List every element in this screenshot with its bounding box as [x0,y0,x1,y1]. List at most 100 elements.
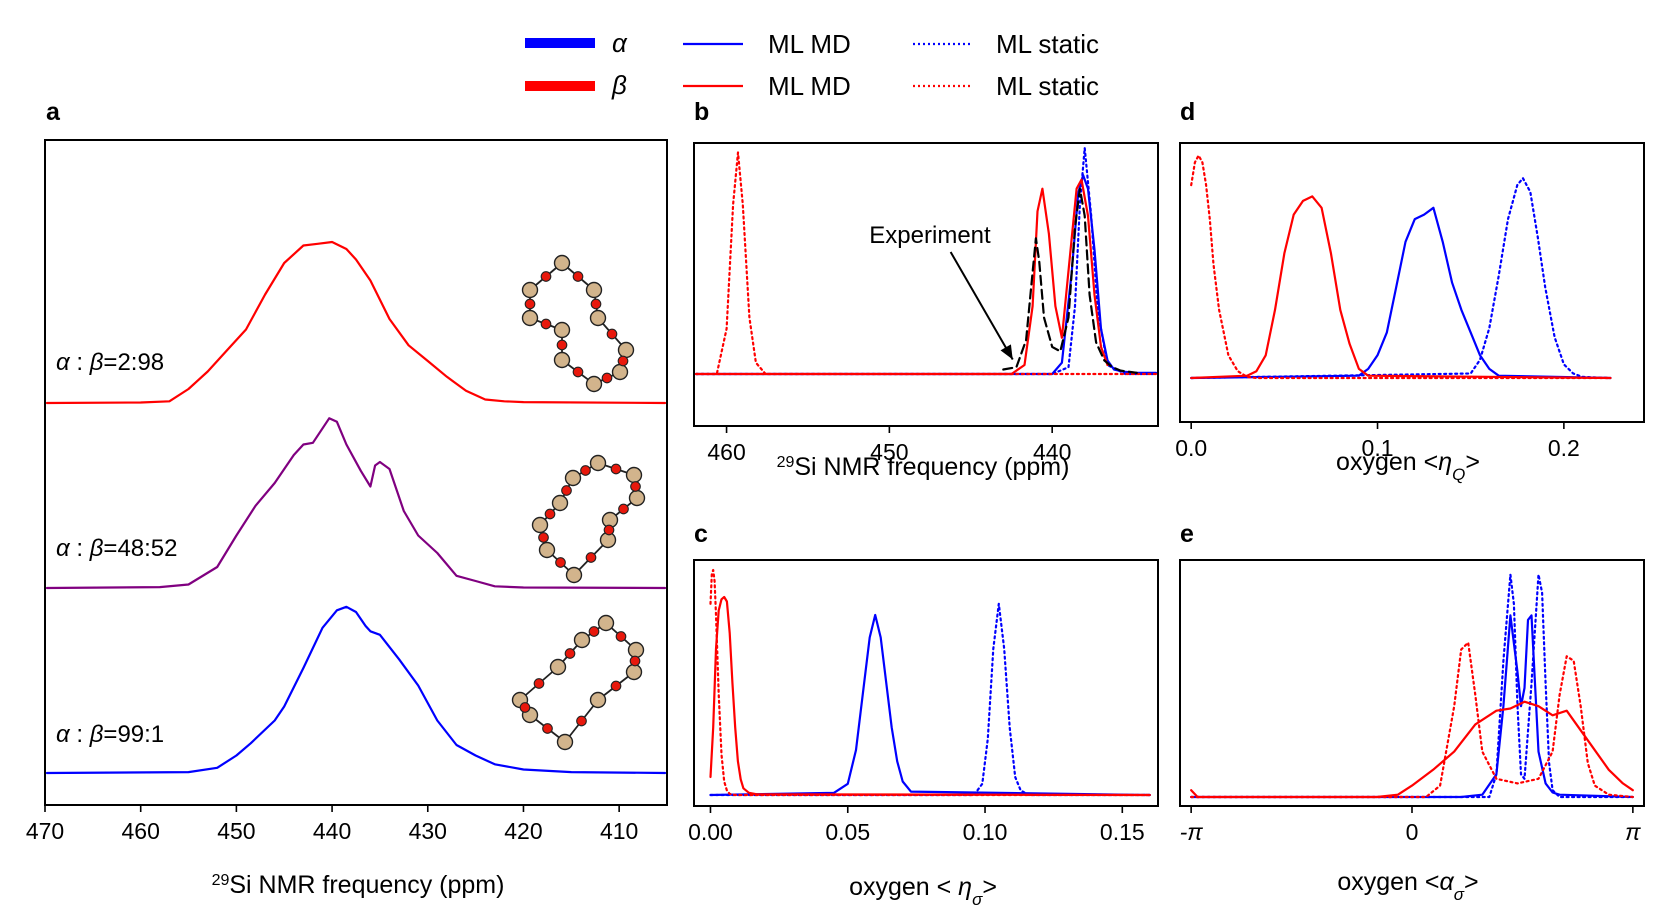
panel-d-series--ml-md [1190,195,1612,380]
o-atom [603,524,615,536]
o-atom [610,463,622,475]
si-atom [553,254,571,272]
panel-label-c: c [694,520,708,548]
legend-label-alpha: α [612,28,628,58]
legend-label-beta: β [611,70,627,100]
si-atom [521,309,539,327]
o-atom [540,318,552,330]
o-atom [629,655,641,667]
molecule-insets [511,254,646,751]
molecule-alpha [511,614,645,751]
panel-e-xtick-label: π [1625,819,1641,845]
si-atom [585,281,603,299]
si-atom [531,516,549,534]
panel-c-series--ml-static [709,602,1151,797]
panel-d-xtick-label: 0.0 [1175,435,1207,461]
si-atom [589,691,607,709]
panel-c-xlabel: oxygen < ησ> [849,873,997,909]
panel-b-xlabel: 29Si NMR frequency (ppm) [777,453,1070,481]
si-atom [589,309,607,327]
legend-label-beta-static: ML static [996,71,1099,101]
panel-d-xtick-label: 0.1 [1362,435,1394,461]
panel-a-xtick-label: 470 [26,818,64,844]
panel-c-series--ml-static [709,568,1151,797]
legend-swatch-beta [525,81,595,91]
panel-e-series--ml-static [1190,641,1634,799]
legend-label-alpha-static: ML static [996,29,1099,59]
o-atom [615,631,627,642]
panel-a-series--99-1 [45,605,667,775]
panel-b-xtick-label: 450 [870,439,908,465]
panel-a-series--48-52 [45,417,667,590]
panel-d-xtick-label: 0.2 [1548,435,1580,461]
panel-a-xtick-label: 410 [600,818,638,844]
panel-c-series--ml-md [709,595,1151,797]
panel-a-xlabel: 29Si NMR frequency (ppm) [212,871,505,899]
legend: α ML MD ML static β ML MD ML static [525,28,1099,101]
panel-b-series--ml-static [694,146,1158,376]
o-atom [590,298,602,310]
legend-label-alpha-md: ML MD [768,29,851,59]
panel-c-series--ml-md [709,613,1151,797]
panel-d-series--ml-md [1190,206,1612,380]
molecule-beta [521,254,635,393]
si-atom [597,614,615,632]
o-atom [519,702,531,713]
panel-b-xtick-label: 440 [1033,439,1071,465]
si-atom [617,341,635,359]
o-atom [617,355,629,367]
o-atom [542,723,553,734]
o-atom [572,271,584,282]
si-atom [628,489,646,507]
panel-b-series--ml-md [694,178,1109,376]
panel-d-xlabel: oxygen <ηQ> [1336,448,1480,484]
o-atom [588,626,600,637]
o-atom [585,552,597,563]
annotation-arrowhead [1000,344,1013,360]
si-atom [573,631,591,649]
panel-e-xlabel: oxygen <ασ> [1337,868,1478,904]
panel-a-series--2-98 [45,240,667,405]
panel-c-xtick-label: 0.10 [963,819,1008,845]
si-atom [627,641,645,659]
molecule-mixed [531,454,646,584]
si-atom [549,658,567,676]
panel-d-frame [1179,142,1645,423]
panel-b-series-experiment [1002,187,1138,374]
panel-c-xtick-label: 0.15 [1100,819,1145,845]
panel-d-series--ml-static [1190,177,1612,380]
o-atom [564,648,576,659]
si-atom [564,469,582,487]
si-atom [553,351,571,369]
panel-a-frame [44,139,668,806]
o-atom [561,485,572,496]
legend-label-beta-md: ML MD [768,71,851,101]
o-atom [618,503,629,515]
si-atom [565,566,583,584]
panel-e-series--ml-md [1190,700,1634,799]
panel-b-series--ml-static [694,151,1158,376]
panel-label-b: b [694,98,709,126]
panel-e-frame [1179,559,1645,807]
o-atom [555,557,566,568]
o-atom [533,678,545,689]
si-atom [538,541,556,559]
panel-e-xtick-label: -π [1180,819,1204,845]
panel-d-series--ml-static [1190,154,1612,380]
panel-c-xtick-label: 0.00 [688,819,733,845]
ratio-label-99-1: α : β=99:1 [56,721,164,748]
panel-c-xtick-label: 0.05 [825,819,870,845]
si-atom [589,454,607,472]
panel-a-xtick-label: 430 [409,818,447,844]
panel-a-xtick-label: 460 [122,818,160,844]
annotation-arrow [949,251,1014,360]
panel-b-xtick-label: 460 [707,439,745,465]
o-atom [606,328,618,340]
si-atom [625,466,643,484]
o-atom [576,715,587,727]
o-atom [610,680,622,692]
si-atom [551,494,569,512]
panel-a-xtick-label: 440 [313,818,351,844]
